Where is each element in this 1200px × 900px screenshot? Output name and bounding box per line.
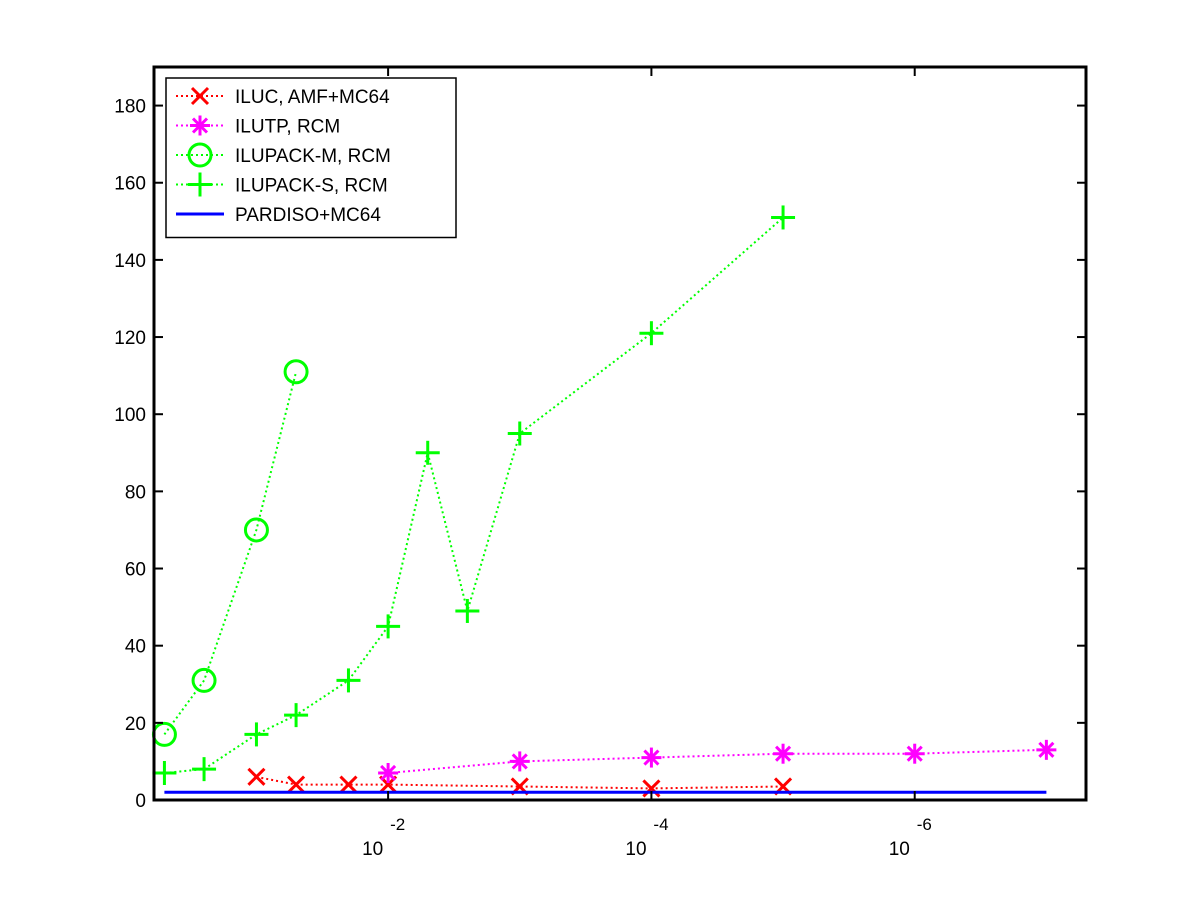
data-point-ilupack-s-rcm-6 bbox=[415, 440, 440, 465]
legend-box bbox=[165, 77, 457, 239]
series-ilupack-m-rcm bbox=[151, 359, 309, 747]
data-point-iluc-amf-mc64-2 bbox=[339, 775, 358, 794]
legend-marker bbox=[188, 172, 212, 197]
data-point-ilupack-s-rcm-10 bbox=[771, 205, 796, 230]
y-tick-label: 140 bbox=[114, 251, 146, 272]
legend-label: ILUPACK-M, RCM bbox=[235, 146, 391, 167]
data-point-ilutp-rcm-4 bbox=[904, 743, 925, 764]
y-tick-label: 0 bbox=[135, 791, 146, 812]
data-point-iluc-amf-mc64-1 bbox=[287, 775, 306, 794]
data-point-ilupack-s-rcm-0 bbox=[152, 760, 177, 785]
y-tick-label: 120 bbox=[114, 328, 146, 349]
legend-entry-pardiso-mc64: PARDISO+MC64 bbox=[176, 205, 381, 226]
data-point-ilupack-m-rcm-2 bbox=[243, 517, 269, 543]
y-tick-label: 160 bbox=[114, 174, 146, 195]
legend-entry-ilutp-rcm: ILUTP, RCM bbox=[176, 115, 340, 138]
x-tick-label-exponent: -4 bbox=[653, 815, 668, 834]
data-point-ilutp-rcm-5 bbox=[1036, 739, 1057, 760]
legend-label: PARDISO+MC64 bbox=[235, 205, 381, 226]
x-tick-label: 10 -4 bbox=[625, 815, 668, 860]
legend-label: ILUPACK-S, RCM bbox=[235, 176, 388, 197]
y-tick-label: 80 bbox=[125, 482, 146, 503]
series-ilutp-rcm bbox=[378, 739, 1057, 783]
legend-label: ILUC, AMF+MC64 bbox=[235, 87, 390, 108]
data-point-ilupack-s-rcm-9 bbox=[639, 321, 664, 346]
data-point-ilupack-s-rcm-2 bbox=[244, 722, 269, 747]
legend-marker bbox=[190, 86, 210, 106]
data-point-ilupack-s-rcm-5 bbox=[376, 614, 401, 639]
x-tick-label-base: 10 bbox=[889, 839, 910, 860]
y-tick-label: 100 bbox=[114, 405, 146, 426]
series-ilupack-s-rcm bbox=[152, 205, 796, 785]
x-tick-label-base: 10 bbox=[362, 839, 383, 860]
legend-entry-ilupack-s-rcm: ILUPACK-S, RCM bbox=[176, 172, 388, 197]
data-point-ilupack-s-rcm-1 bbox=[192, 757, 217, 782]
data-point-ilutp-rcm-0 bbox=[378, 762, 399, 783]
x-tick-label: 10 -2 bbox=[362, 815, 405, 860]
x-tick-label-base: 10 bbox=[625, 839, 646, 860]
data-point-ilupack-s-rcm-3 bbox=[284, 703, 309, 728]
series-line-ilutp-rcm bbox=[388, 748, 1047, 774]
x-axis: 10 -2 10 -4 10 -6 bbox=[362, 67, 932, 860]
data-point-ilutp-rcm-1 bbox=[509, 751, 530, 772]
y-tick-label: 40 bbox=[125, 637, 146, 658]
plot-frame bbox=[152, 65, 1088, 802]
series-layer bbox=[151, 205, 1057, 798]
data-point-ilupack-m-rcm-1 bbox=[191, 667, 217, 693]
data-point-ilupack-s-rcm-4 bbox=[336, 668, 361, 693]
data-point-ilutp-rcm-3 bbox=[773, 743, 794, 764]
data-point-ilutp-rcm-2 bbox=[641, 747, 662, 768]
x-tick-label-exponent: -2 bbox=[390, 815, 405, 834]
data-point-iluc-amf-mc64-0 bbox=[247, 767, 266, 786]
data-point-ilupack-s-rcm-7 bbox=[455, 598, 480, 623]
y-tick-label: 60 bbox=[125, 560, 146, 581]
x-tick-label-exponent: -6 bbox=[917, 815, 932, 834]
legend-marker bbox=[190, 115, 210, 136]
legend: ILUC, AMF+MC64 ILUTP, RCM ILUPACK-M, RCM IL… bbox=[165, 77, 457, 239]
series-line-ilupack-m-rcm bbox=[163, 371, 298, 735]
legend-label: ILUTP, RCM bbox=[235, 117, 340, 138]
legend-entry-iluc-amf-mc64: ILUC, AMF+MC64 bbox=[176, 86, 390, 108]
x-tick-label: 10 -6 bbox=[889, 815, 932, 860]
y-tick-label: 180 bbox=[114, 97, 146, 118]
legend-entry-ilupack-m-rcm: ILUPACK-M, RCM bbox=[176, 142, 391, 168]
legend-marker bbox=[187, 142, 213, 168]
data-point-ilupack-m-rcm-3 bbox=[283, 359, 309, 385]
y-tick-label: 20 bbox=[125, 714, 146, 735]
data-point-ilupack-s-rcm-8 bbox=[507, 421, 532, 446]
y-axis: 0 20 40 60 80 100 120 140 160 180 bbox=[114, 97, 1086, 812]
